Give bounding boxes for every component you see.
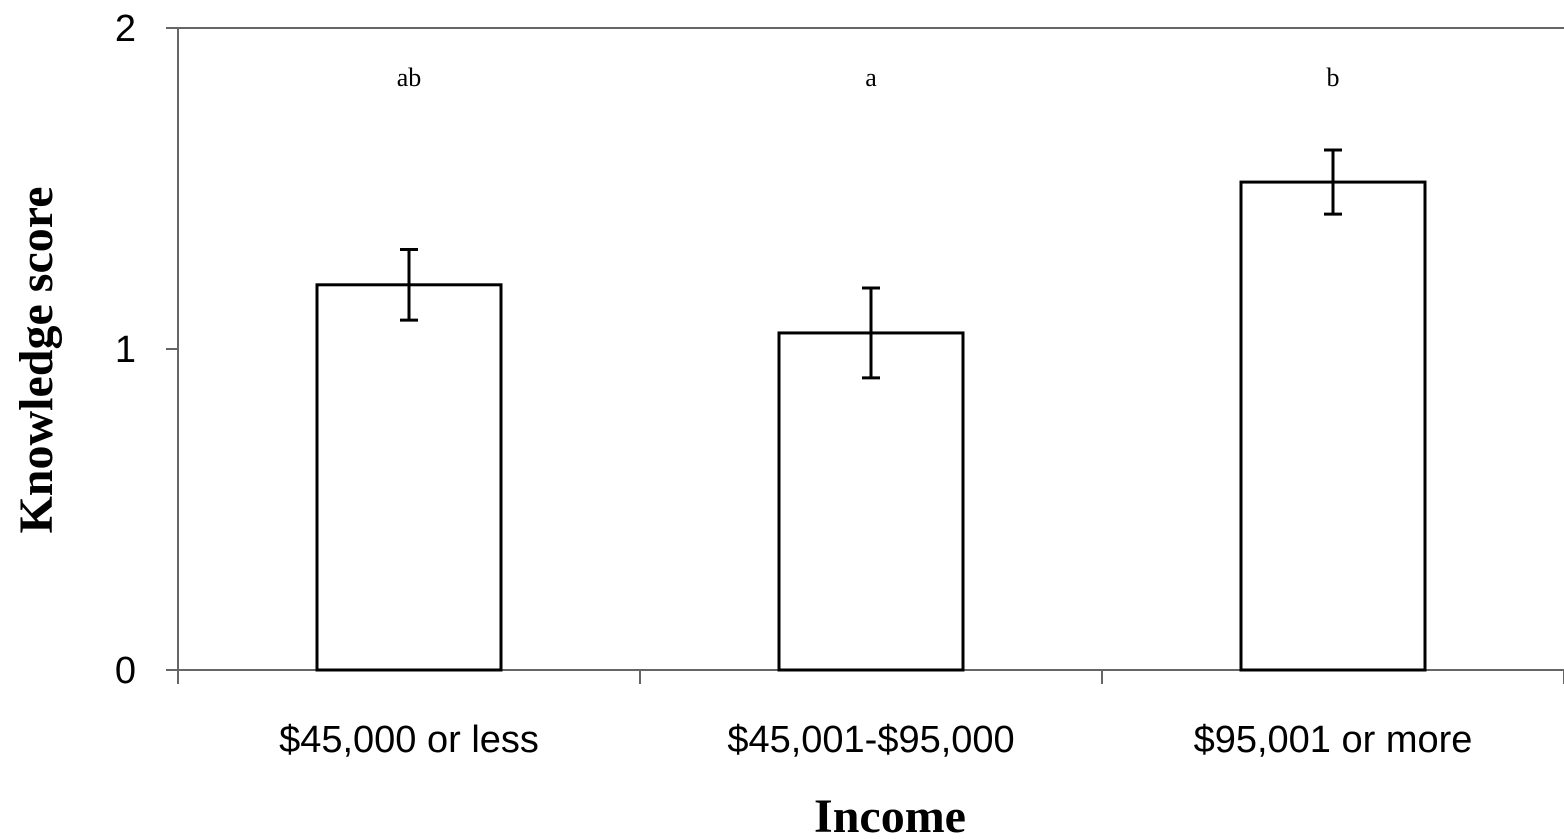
bar [315,283,503,672]
y-tick-label: 1 [115,329,136,371]
plot-area: 0 1 2 $45,000 or less ab $45,001-$95,000 a $95,… [115,8,1564,761]
bar [1239,180,1427,672]
x-tick-label: $45,000 or less [279,719,539,761]
bar [777,331,965,672]
significance-label: a [865,63,877,92]
significance-label: b [1327,63,1340,92]
y-axis-title: Knowledge score [10,186,63,533]
x-tick-label: $95,001 or more [1194,719,1473,761]
significance-label: ab [397,63,422,92]
y-tick-label: 2 [115,8,136,50]
x-axis-title: Income [814,790,966,839]
y-tick-label: 0 [115,650,136,692]
x-tick-label: $45,001-$95,000 [727,719,1014,761]
